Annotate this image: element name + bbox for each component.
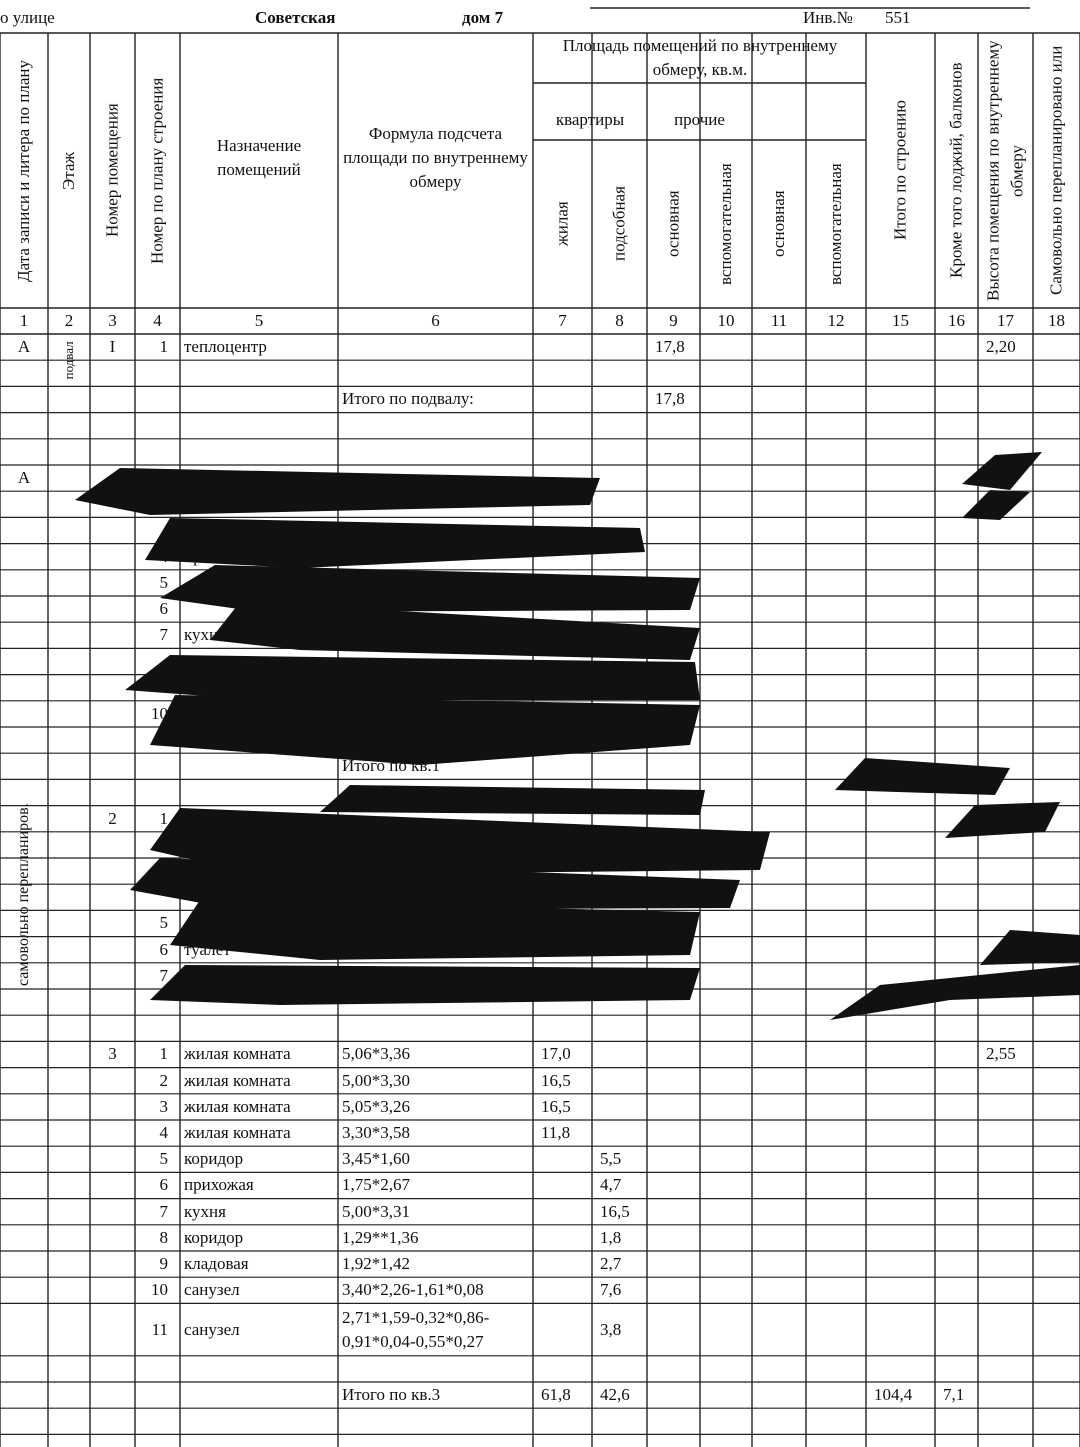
cell: 16,5 xyxy=(541,1096,571,1116)
subgroup-header: прочие xyxy=(674,110,725,129)
cell: 3,40*2,26-1,61*0,08 xyxy=(342,1280,484,1300)
cell: 4 xyxy=(159,1123,169,1143)
house: дом 7 xyxy=(462,8,504,27)
cell: 1,92*1,42 xyxy=(342,1254,410,1274)
cell: 7,1 xyxy=(943,1385,965,1405)
cell: 5,06*3,36 xyxy=(342,1044,410,1064)
cell: жилая комната xyxy=(184,1044,291,1064)
redaction-strokes xyxy=(75,452,1080,1020)
cell: 5 xyxy=(159,572,169,592)
cell: жилая комната xyxy=(184,1123,291,1143)
cell: коридор xyxy=(184,1227,244,1247)
cell: 17,8 xyxy=(655,389,685,409)
cell: санузел xyxy=(184,1319,240,1339)
cell: А xyxy=(17,468,31,488)
column-number: 6 xyxy=(431,311,440,330)
column-number: 3 xyxy=(108,311,117,330)
column-number: 5 xyxy=(254,311,264,330)
cell: санузел xyxy=(184,1280,240,1300)
column-number: 9 xyxy=(669,311,678,330)
cell: 1 xyxy=(159,337,169,357)
cell: 7,6 xyxy=(600,1280,622,1300)
cell: 1,8 xyxy=(600,1227,622,1247)
cell: кухня xyxy=(184,1201,226,1221)
cell: 2,71*1,59-0,32*0,86-0,91*0,04-0,55*0,27 xyxy=(342,1307,490,1351)
column-number: 15 xyxy=(892,311,909,330)
cell: 7 xyxy=(159,965,169,985)
column-number: 8 xyxy=(615,311,624,330)
cell: 1 xyxy=(159,1044,169,1064)
cell: 7 xyxy=(159,625,169,645)
subgroup-header: квартиры xyxy=(555,110,625,129)
cell: А xyxy=(17,337,31,357)
street: Советская xyxy=(255,8,336,27)
cell: 9 xyxy=(159,1254,169,1274)
cell: 11,8 xyxy=(541,1123,571,1143)
cell: 16,5 xyxy=(541,1070,571,1090)
column-number: 10 xyxy=(717,311,735,330)
cell: 42,6 xyxy=(600,1385,630,1405)
column-number: 18 xyxy=(1048,311,1065,330)
cell: 2,55 xyxy=(986,1044,1016,1064)
cell: 3 xyxy=(159,1096,169,1116)
cell: 1,29**1,36 xyxy=(342,1227,419,1247)
cell: 17,8 xyxy=(655,337,685,357)
cell: 61,8 xyxy=(541,1385,571,1405)
cell: Итого по подвалу: xyxy=(342,389,474,409)
cell: 2,7 xyxy=(600,1254,622,1274)
column-number: 1 xyxy=(19,311,29,330)
cell: прихожая xyxy=(184,1175,254,1195)
cell: 6 xyxy=(159,939,169,959)
cell: коридор xyxy=(184,1149,244,1169)
column-header: Формула подсчета площади по внутреннему … xyxy=(343,124,528,191)
cell: 16,5 xyxy=(600,1201,630,1221)
cell: 17,0 xyxy=(541,1044,571,1064)
column-number: 17 xyxy=(997,311,1014,330)
cell: I xyxy=(109,337,116,357)
cell: Итого по кв.3 xyxy=(342,1385,441,1405)
cell: 104,4 xyxy=(874,1385,913,1405)
cell: 10 xyxy=(151,1280,168,1300)
inv-label: Инв.№ xyxy=(803,8,853,27)
cell: 5 xyxy=(159,1149,169,1169)
cell: 2 xyxy=(108,808,117,828)
cell: кладовая xyxy=(184,1254,249,1274)
cell: 6 xyxy=(159,599,169,619)
cell: 3,30*3,58 xyxy=(342,1123,410,1143)
column-number: 16 xyxy=(948,311,965,330)
cell: 11 xyxy=(151,1319,168,1339)
cell: 2 xyxy=(159,1070,169,1090)
cell: 8 xyxy=(159,1227,169,1247)
cell: 6 xyxy=(159,1175,169,1195)
cell: 4,7 xyxy=(600,1175,622,1195)
column-number: 7 xyxy=(558,311,567,330)
cell: 5,00*3,30 xyxy=(342,1070,410,1090)
cell: жилая комната xyxy=(184,1070,291,1090)
cell: 3,8 xyxy=(600,1319,622,1339)
cell: жилая комната xyxy=(184,1096,291,1116)
cell: 3,45*1,60 xyxy=(342,1149,410,1169)
cell: 1 xyxy=(159,808,169,828)
cell: 7 xyxy=(159,1201,169,1221)
area-group-header: Площадь помещений по внутреннему обмеру,… xyxy=(562,36,838,79)
column-number: 4 xyxy=(153,311,162,330)
cell: 5,05*3,26 xyxy=(342,1096,410,1116)
cell: 1,75*2,67 xyxy=(342,1175,410,1195)
column-number: 2 xyxy=(64,311,74,330)
street-label: о улице xyxy=(0,8,55,27)
cell: теплоцентр xyxy=(184,337,267,357)
cell: 3 xyxy=(108,1044,117,1064)
cell: 5 xyxy=(159,913,169,933)
column-number: 11 xyxy=(770,311,788,330)
column-header: Назначение помещений xyxy=(216,136,302,179)
inv-number: 551 xyxy=(885,8,911,27)
cell: 5,00*3,31 xyxy=(342,1201,410,1221)
cell: 2,20 xyxy=(986,337,1016,357)
cell: 5,5 xyxy=(600,1149,622,1169)
column-number: 12 xyxy=(827,311,845,330)
